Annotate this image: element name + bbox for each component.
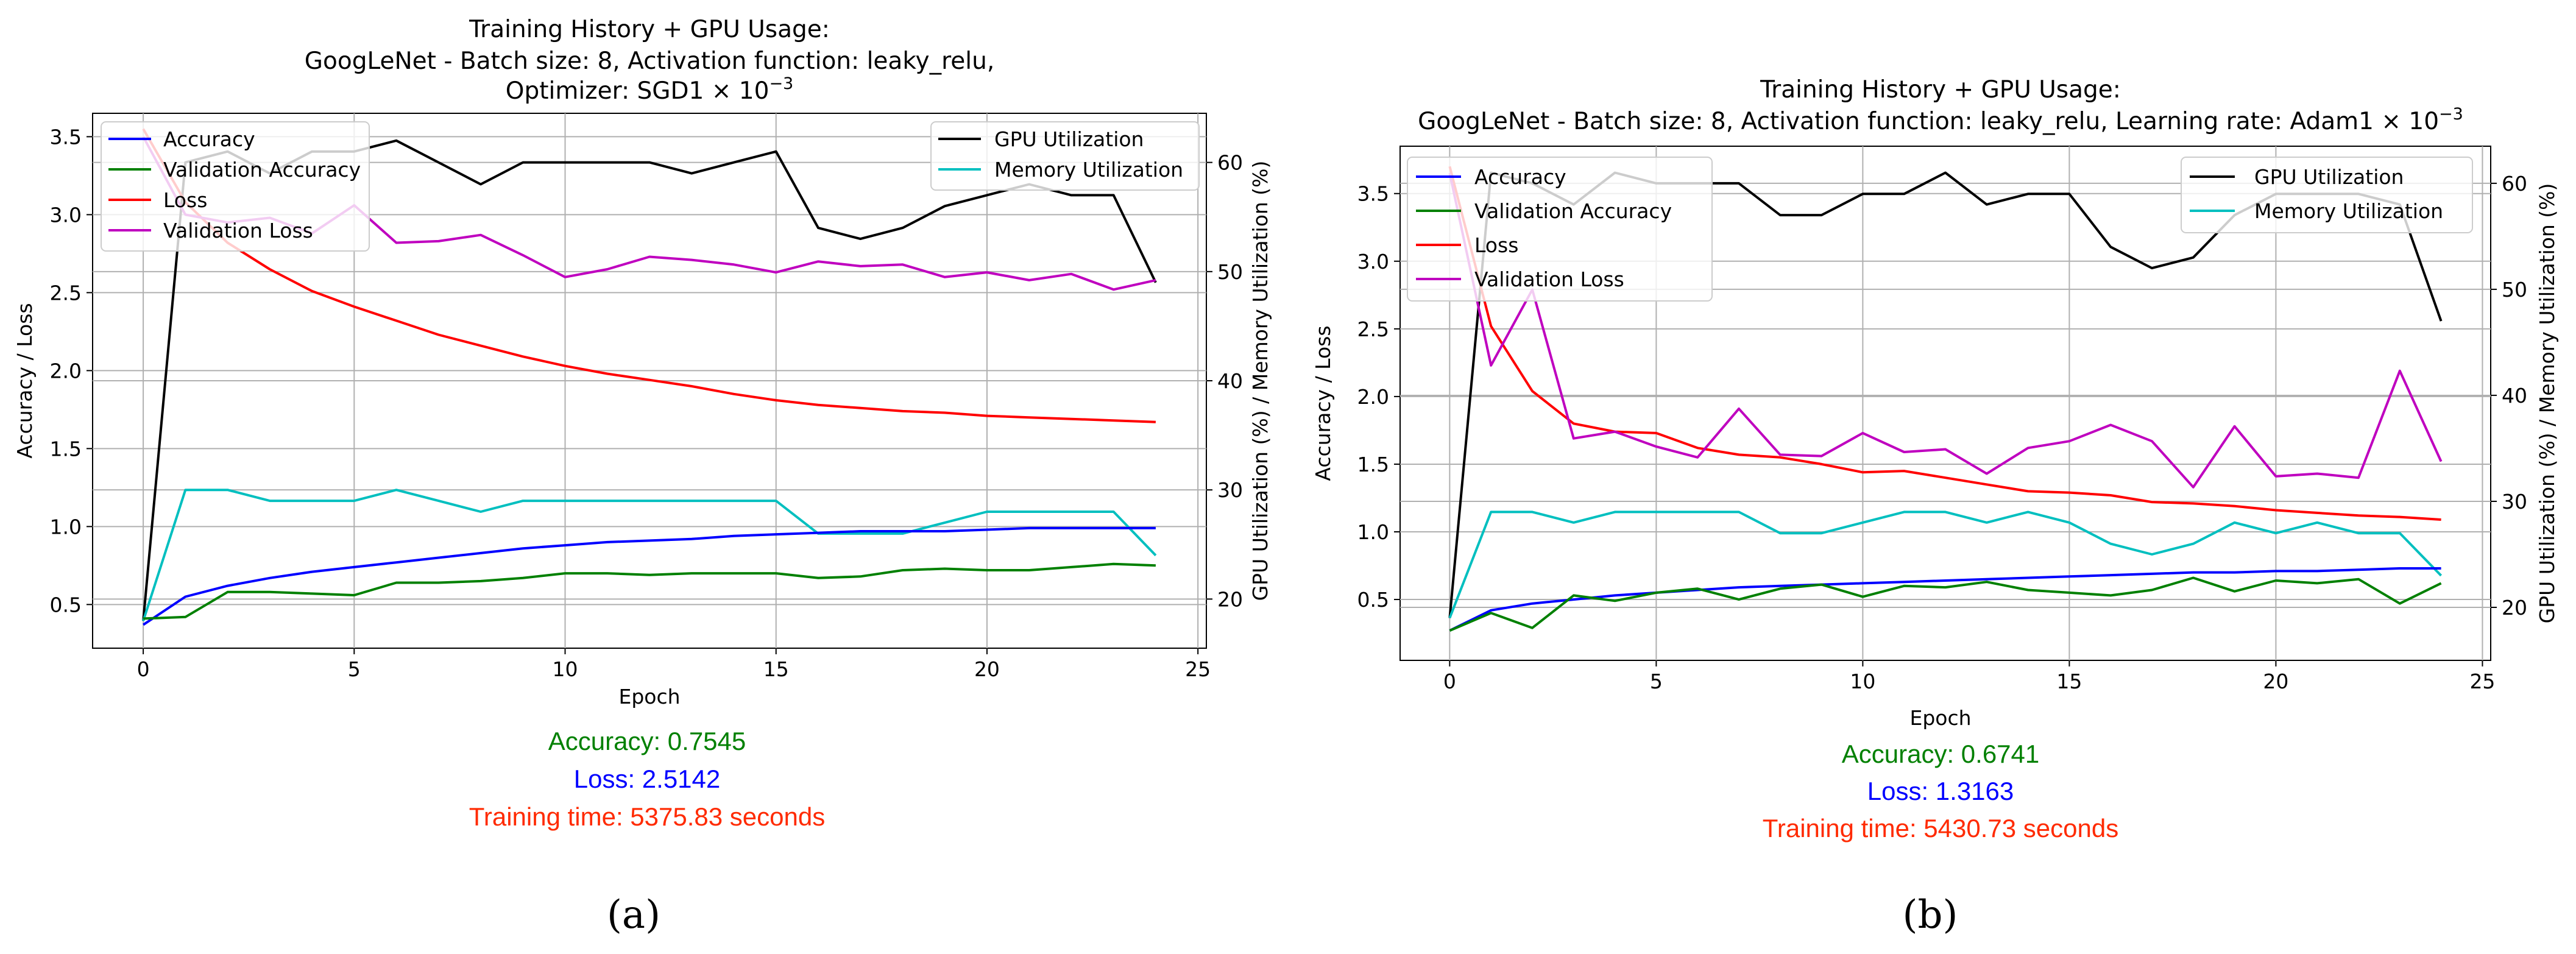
chart-b-series-memory-utilization xyxy=(1448,511,2443,619)
chart-b-series-validation-loss xyxy=(1448,172,2443,489)
chart-a-series-validation-accuracy xyxy=(143,562,1156,620)
chart-a-xlabel: Epoch xyxy=(618,685,680,708)
chart-a-xtick-label: 20 xyxy=(974,657,1000,681)
chart-b-xlabel: Epoch xyxy=(1909,706,1971,730)
panel-label-a: (a) xyxy=(607,892,660,938)
chart-b-ytick-label: 1.0 xyxy=(1357,520,1389,544)
chart-a-stat-time: Training time: 5375.83 seconds xyxy=(469,802,825,831)
chart-b-series-accuracy xyxy=(1449,567,2441,632)
legend-label-validation-loss: Validation Loss xyxy=(1474,267,1624,291)
chart-a-ytick-label: 1.0 xyxy=(50,515,82,539)
chart-b-y2tick-label: 50 xyxy=(2502,278,2527,302)
chart-a-title-math: 1 × 10 xyxy=(689,77,770,105)
chart-a-ylabel2: GPU Utilization (%) / Memory Utilization… xyxy=(1248,161,1272,601)
chart-b-ylabel: Accuracy / Loss xyxy=(1311,325,1335,481)
chart-b-title-math: 1 × 10 xyxy=(2358,108,2439,135)
chart-a-ytick-label: 0.5 xyxy=(50,593,82,617)
chart-b-xtick-label: 0 xyxy=(1443,670,1456,693)
chart-b-stat-accuracy: Accuracy: 0.6741 xyxy=(1842,740,2040,768)
chart-b-xtick-label: 15 xyxy=(2056,670,2082,693)
legend-label-memory: Memory Utilization xyxy=(2254,199,2443,223)
chart-a-y2tick-label: 20 xyxy=(1217,587,1243,611)
chart-b-legend-left-box xyxy=(1407,157,1713,302)
chart-b-legend-right-box xyxy=(2181,157,2473,233)
chart-a-legend-left-box xyxy=(101,121,370,252)
chart-a-ytick-label: 3.0 xyxy=(50,203,82,227)
chart-b-frame xyxy=(1399,146,2491,661)
legend-label-gpu: GPU Utilization xyxy=(2254,165,2404,189)
chart-a-ytick-label: 2.0 xyxy=(50,359,82,383)
chart-b-stat-time: Training time: 5430.73 seconds xyxy=(1763,814,2118,843)
chart-b-ytick-label: 3.5 xyxy=(1357,182,1389,206)
legend-label-accuracy: Accuracy xyxy=(163,127,255,151)
chart-a-legend-left: Accuracy Validation Accuracy Loss Valida… xyxy=(101,121,370,252)
chart-b-y2tick-label: 20 xyxy=(2502,596,2527,620)
chart-b-legend-left: Accuracy Validation Accuracy Loss Valida… xyxy=(1407,157,1713,302)
chart-a-title-line-3: Optimizer: SGD1 × 10−3 xyxy=(506,74,794,105)
legend-label-loss: Loss xyxy=(163,188,207,212)
chart-a-legend-right-box xyxy=(930,121,1200,191)
chart-a-ylabel: Accuracy / Loss xyxy=(13,303,37,458)
chart-b-stat-loss: Loss: 1.3163 xyxy=(1867,777,2014,805)
chart-a-title-line-2: GoogLeNet - Batch size: 8, Activation fu… xyxy=(305,48,994,75)
chart-b-ytick-label: 1.5 xyxy=(1357,453,1389,476)
chart-a-xtick-label: 15 xyxy=(763,657,789,681)
chart-a-ytick-label: 2.5 xyxy=(50,281,82,305)
chart-b-series-validation-accuracy xyxy=(1449,576,2442,632)
chart-b-ytick-label: 0.5 xyxy=(1357,588,1389,612)
chart-b-xtick-label: 5 xyxy=(1650,670,1663,693)
panel-label-b: (b) xyxy=(1903,892,1958,938)
chart-a-series-accuracy xyxy=(142,526,1156,626)
chart-a-xtick-label: 10 xyxy=(553,657,578,681)
chart-b-legend-right: GPU Utilization Memory Utilization xyxy=(2181,157,2473,233)
chart-a-xtick-label: 25 xyxy=(1185,657,1211,681)
chart-a-legend-right: GPU Utilization Memory Utilization xyxy=(930,121,1200,191)
chart-a-title-exp: −3 xyxy=(769,74,793,93)
chart-a-ytick-label: 1.5 xyxy=(50,437,82,461)
chart-b-title-lr: GoogLeNet - Batch size: 8, Activation fu… xyxy=(1418,108,2358,135)
chart-a-y2tick-label: 40 xyxy=(1217,369,1243,393)
chart-b-ytick-label: 2.0 xyxy=(1357,385,1389,409)
chart-a-series-loss xyxy=(142,128,1156,423)
chart-b-ytick-label: 3.0 xyxy=(1357,250,1389,274)
chart-a-xtick-label: 0 xyxy=(137,657,150,681)
chart-a-title-line-1: Training History + GPU Usage: xyxy=(469,16,830,43)
chart-a-title-optimizer: Optimizer: SGD xyxy=(506,77,689,105)
chart-panel-a: Training History + GPU Usage: GoogLeNet … xyxy=(13,16,1272,938)
chart-b-title-exp: −3 xyxy=(2439,105,2463,124)
legend-label-validation-accuracy: Validation Accuracy xyxy=(163,158,361,182)
legend-label-loss: Loss xyxy=(1474,233,1518,257)
chart-a-series-memory-utilization xyxy=(142,489,1157,621)
legend-label-accuracy: Accuracy xyxy=(1474,165,1566,189)
legend-label-memory: Memory Utilization xyxy=(994,158,1183,182)
chart-b-title-line-1: Training History + GPU Usage: xyxy=(1760,76,2121,104)
chart-a-ytick-label: 3.5 xyxy=(50,125,82,149)
chart-b-xtick-label: 20 xyxy=(2263,670,2288,693)
chart-a-ticks: 0 5 10 15 20 25 0.5 1.0 1.5 2.0 2.5 3.0 3.5 20 30 40 50 6… xyxy=(50,125,1243,681)
chart-b-xtick-label: 10 xyxy=(1850,670,1875,693)
chart-a-y2tick-label: 60 xyxy=(1217,151,1243,175)
chart-b-ticks: 0 5 10 15 20 25 0.5 1.0 1.5 2.0 2.5 3.0 3.5 20 30 40 50 6… xyxy=(1357,172,2527,693)
legend-label-validation-accuracy: Validation Accuracy xyxy=(1474,199,1672,223)
chart-b-y2tick-label: 30 xyxy=(2502,490,2527,514)
chart-b-y2tick-label: 60 xyxy=(2502,172,2527,196)
chart-panel-b: Training History + GPU Usage: GoogLeNet … xyxy=(1311,76,2559,938)
chart-b-ylabel2: GPU Utilization (%) / Memory Utilization… xyxy=(2535,183,2559,624)
legend-label-gpu: GPU Utilization xyxy=(994,127,1144,151)
chart-a-y2tick-label: 50 xyxy=(1217,260,1243,284)
chart-b-ytick-label: 2.5 xyxy=(1357,317,1389,341)
chart-a-stat-loss: Loss: 2.5142 xyxy=(574,765,721,793)
chart-b-y2tick-label: 40 xyxy=(2502,384,2527,408)
chart-b-xtick-label: 25 xyxy=(2469,670,2495,693)
chart-a-stat-accuracy: Accuracy: 0.7545 xyxy=(548,727,746,755)
chart-a-xtick-label: 5 xyxy=(348,657,361,681)
chart-a-y2tick-label: 30 xyxy=(1217,478,1243,502)
chart-b-title-line-2: GoogLeNet - Batch size: 8, Activation fu… xyxy=(1418,105,2463,135)
legend-label-validation-loss: Validation Loss xyxy=(163,219,313,242)
